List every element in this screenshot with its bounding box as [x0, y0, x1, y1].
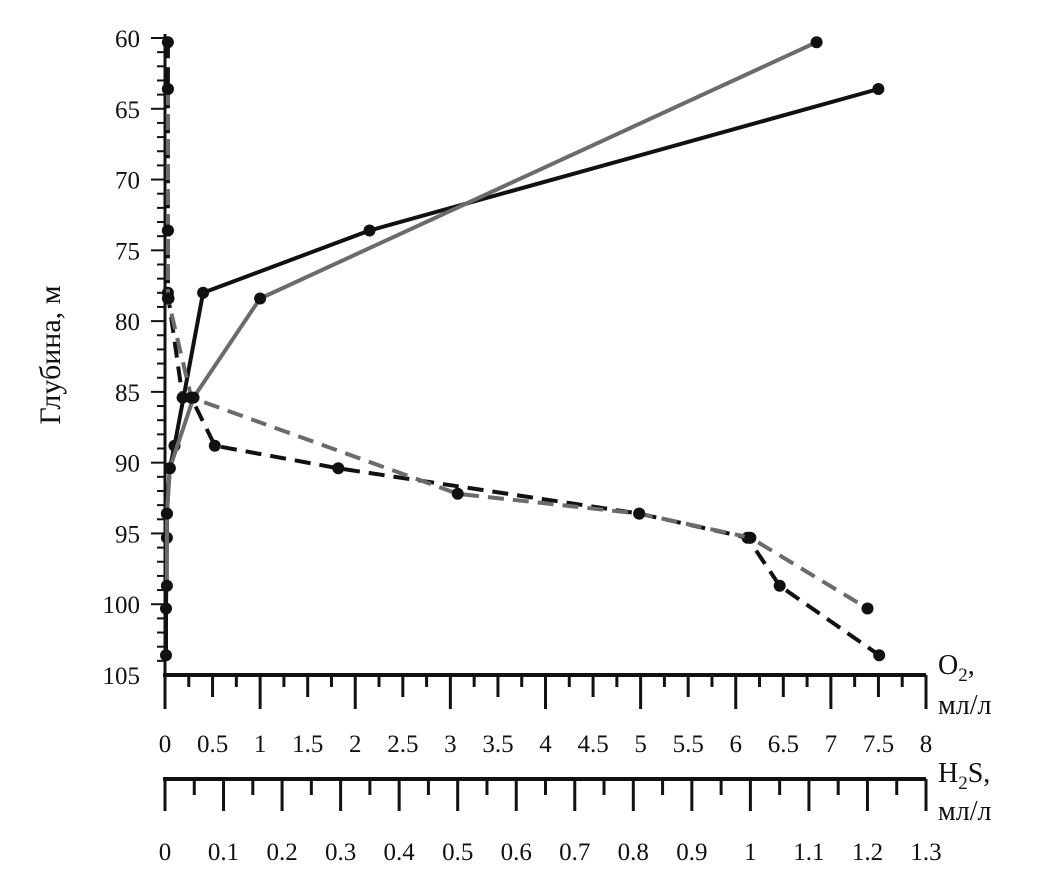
o2-axis-title-sub: 2 [958, 665, 968, 686]
data-point [873, 649, 886, 662]
data-point [160, 579, 173, 592]
data-point [861, 602, 874, 615]
o2-axis-title: O2, [938, 650, 975, 686]
y-tick-label: 65 [115, 97, 140, 124]
series-line-h2s-4 [165, 89, 869, 611]
h2s-tick-label: 0.5 [442, 839, 473, 866]
h2s-tick-label: 1.3 [910, 839, 941, 866]
o2-tick-label: 5.5 [673, 731, 704, 758]
h2s-tick-label: 1.1 [793, 839, 824, 866]
h2s-axis-title: H2S, [938, 758, 990, 794]
h2s-axis-title-sub: 2 [958, 773, 968, 794]
h2s-tick-label: 0.6 [501, 839, 532, 866]
data-point [160, 507, 173, 520]
o2-tick-label: 4 [539, 731, 552, 758]
o2-tick-label: 2 [349, 731, 362, 758]
h2s-tick-label: 0.2 [266, 839, 297, 866]
y-tick-label: 70 [115, 168, 140, 195]
data-point [773, 579, 786, 592]
o2-axis-unit: мл/л [938, 690, 991, 721]
data-point [332, 462, 345, 475]
h2s-tick-label: 1.2 [852, 839, 883, 866]
h2s-axis-unit: мл/л [938, 796, 991, 827]
h2s-tick-label: 0.1 [208, 839, 239, 866]
o2-tick-label: 7.5 [863, 731, 894, 758]
data-point [160, 649, 172, 662]
o2-tick-label: 5 [634, 731, 647, 758]
data-point [160, 602, 172, 615]
y-tick-label: 80 [115, 309, 140, 336]
y-tick-label: 60 [115, 26, 140, 53]
y-tick-label: 100 [103, 592, 141, 619]
o2-tick-label: 1 [254, 731, 267, 758]
o2-axis-title-suffix: , [968, 650, 975, 681]
depth-axis: 60 65 70 75 80 85 90 95 100 105 [103, 26, 167, 690]
h2s-axis-title-suffix: S, [968, 758, 991, 789]
y-tick-label: 75 [115, 238, 140, 265]
y-tick-label: 105 [103, 663, 141, 690]
o2-tick-label: 6.5 [768, 731, 799, 758]
h2s-tick-label: 0.8 [618, 839, 649, 866]
o2-tick-label: 6 [730, 731, 743, 758]
y-tick-label: 90 [115, 451, 140, 478]
h2s-tick-label: 1 [744, 839, 757, 866]
data-point [208, 439, 221, 452]
o2-tick-label: 2.5 [387, 731, 418, 758]
series-group [160, 36, 886, 662]
o2-axis-title-main: O [938, 650, 958, 681]
h2s-tick-label: 0.3 [325, 839, 356, 866]
series-line-o2-2 [164, 40, 818, 586]
data-point [254, 292, 267, 305]
o2-tick-label: 8 [920, 731, 933, 758]
series-line-h2s-3 [165, 42, 881, 657]
data-point [633, 507, 646, 520]
o2-tick-label: 0 [159, 731, 172, 758]
o2-tick-label: 0.5 [197, 731, 228, 758]
h2s-tick-label: 0.4 [384, 839, 416, 866]
data-point [810, 36, 823, 49]
h2s-tick-label: 0.7 [559, 839, 590, 866]
data-point [451, 487, 464, 500]
data-point [161, 36, 174, 49]
data-point [161, 224, 174, 237]
o2-tick-label: 3 [444, 731, 457, 758]
data-point [185, 391, 198, 404]
y-tick-label: 95 [115, 521, 140, 548]
o2-tick-label: 1.5 [292, 731, 323, 758]
data-point [872, 83, 885, 95]
o2-tick-label: 4.5 [577, 731, 608, 758]
data-point [163, 462, 176, 475]
y-axis-title: Глубина, м [34, 285, 67, 424]
o2-axis: 0 0.5 1 1.5 2 2.5 3 3.5 4 4.5 5 5.5 6 6.5 7 7.5 8 [159, 673, 933, 758]
data-point [363, 224, 376, 237]
o2-tick-label: 3.5 [482, 731, 513, 758]
data-point [161, 292, 174, 305]
data-point [161, 83, 174, 95]
data-point [176, 391, 189, 404]
o2-tick-label: 7 [825, 731, 838, 758]
h2s-axis: 0 0.1 0.2 0.3 0.4 0.5 0.6 0.7 0.8 0.9 1 1.1 1.2 1.3 [159, 777, 942, 866]
data-point [197, 286, 210, 299]
h2s-tick-label: 0 [159, 839, 172, 866]
y-tick-label: 85 [115, 380, 140, 407]
data-point [744, 531, 757, 544]
h2s-axis-title-main: H [938, 758, 958, 789]
series-line-o2-1 [164, 87, 879, 656]
h2s-tick-label: 0.9 [676, 839, 707, 866]
